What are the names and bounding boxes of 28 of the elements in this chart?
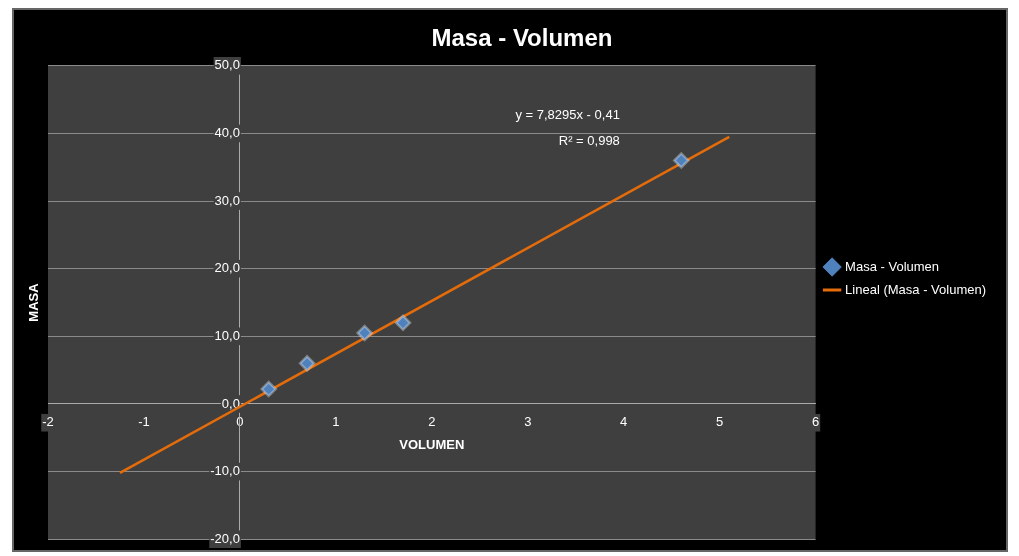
y-tick-label: -10,0 xyxy=(210,463,240,479)
point xyxy=(673,152,690,169)
x-tick-label: 5 xyxy=(716,414,724,430)
x-tick-label: -2 xyxy=(42,414,54,430)
legend-label: Masa - Volumen xyxy=(845,258,940,274)
point xyxy=(394,314,412,332)
chart-title: Masa - Volumen xyxy=(431,24,613,52)
point xyxy=(356,324,373,342)
x-tick-label: 2 xyxy=(428,414,436,430)
y-tick-label: 30,0 xyxy=(214,192,240,208)
point xyxy=(298,355,316,372)
y-axis-title: MASA xyxy=(25,282,41,322)
y-tick-label: -20,0 xyxy=(210,530,240,546)
y-tick-label: 0,0 xyxy=(221,395,240,411)
x-axis-title: VOLUMEN xyxy=(399,436,465,452)
y-tick-label: 10,0 xyxy=(214,327,240,343)
x-tick-label: 1 xyxy=(332,414,340,430)
x-tick-label: 3 xyxy=(524,414,532,430)
y-tick-label: 40,0 xyxy=(214,125,240,141)
point xyxy=(260,380,277,398)
x-tick-label: 6 xyxy=(811,414,820,430)
annotation: R² = 0,998 xyxy=(558,133,620,149)
y-tick-label: 50,0 xyxy=(214,57,240,73)
x-tick-label: 4 xyxy=(620,414,628,430)
legend-label: Lineal (Masa - Volumen) xyxy=(845,281,987,297)
x-tick-label: -1 xyxy=(138,414,150,430)
annotation: y = 7,8295x - 0,41 xyxy=(515,107,620,123)
y-tick-label: 20,0 xyxy=(214,260,240,276)
